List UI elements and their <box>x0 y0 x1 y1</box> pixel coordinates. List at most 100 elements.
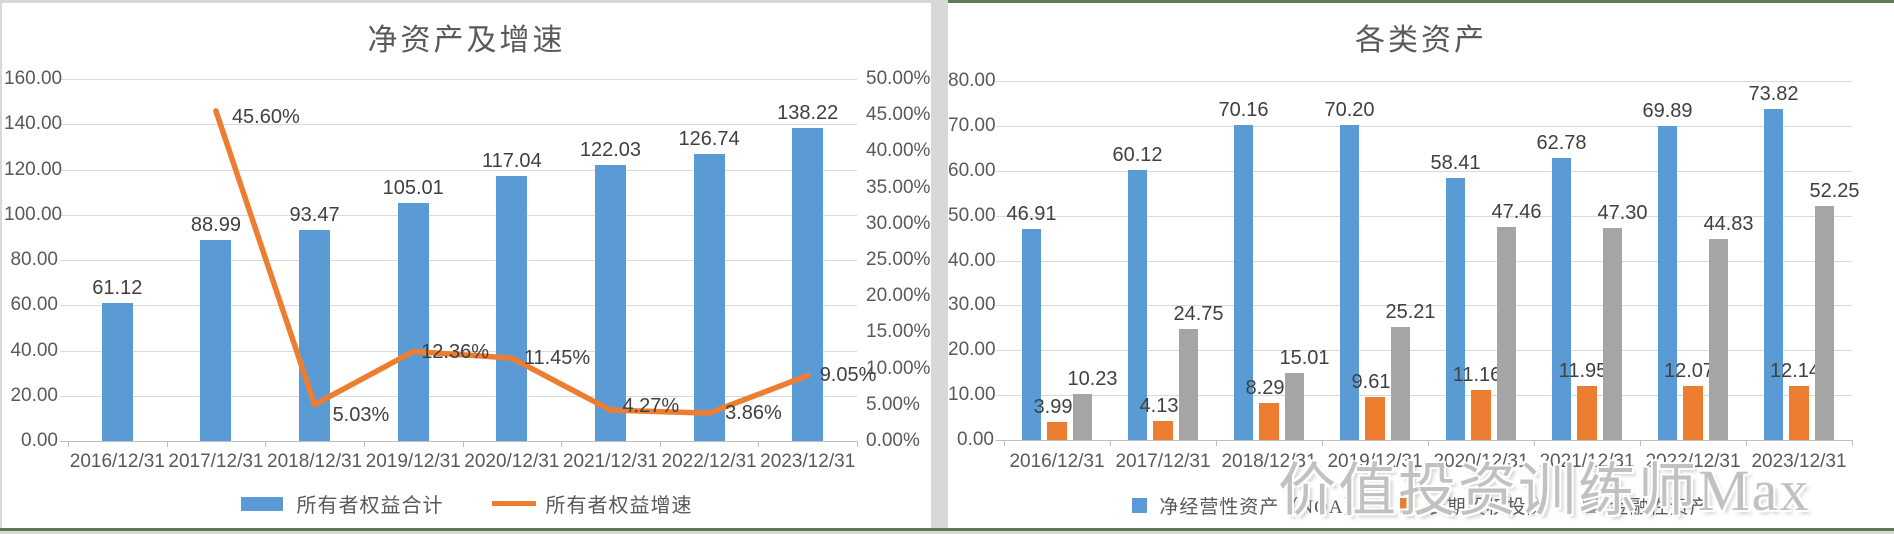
long-term-equity-investment-value-label: 4.13 <box>1139 395 1179 418</box>
left-axis-tick-label: 0.00 <box>21 430 58 451</box>
growth-rate-value-label: 45.60% <box>231 105 300 128</box>
long-term-equity-investment-bar <box>1471 389 1491 440</box>
x-axis-category-label: 2022/12/31 <box>661 451 757 472</box>
x-axis-category-label: 2016/12/31 <box>69 451 165 472</box>
x-axis-category-label: 2019/12/31 <box>365 451 461 472</box>
x-axis-category-label: 2018/12/31 <box>267 451 363 472</box>
financial-assets-value-label: 25.21 <box>1385 300 1436 323</box>
gridline <box>60 395 857 397</box>
asset-types-chart-title: 各类资产 <box>1355 24 1487 57</box>
gridline <box>996 395 1852 397</box>
x-axis-category-label: 2023/12/31 <box>1751 451 1847 472</box>
gridline <box>60 350 857 352</box>
financial-assets-bar <box>1072 394 1093 440</box>
owner-equity-value-label: 88.99 <box>190 213 241 236</box>
net-assets-chart-title: 净资产及增速 <box>367 24 566 57</box>
x-axis-category-label: 2020/12/31 <box>464 451 560 472</box>
left-axis-tick-label: 0.00 <box>957 429 994 450</box>
net-assets-chart-panel: 净资产及增速 160.00 140.00 120.00 100.00 80.00 60.0… <box>2 3 931 528</box>
x-axis-tick-mark <box>68 441 69 447</box>
x-axis-tick-mark <box>363 441 365 447</box>
legend-item-noa: 净经营性资产（NOA） <box>1132 492 1363 519</box>
long-term-equity-investment-bar <box>1047 422 1067 440</box>
left-axis-tick-label: 50.00 <box>948 204 996 226</box>
bar-series-legend-marker <box>1582 498 1598 513</box>
financial-assets-value-label: 47.46 <box>1491 201 1542 224</box>
left-axis-tick-label: 70.00 <box>948 114 996 136</box>
noa-bar <box>1339 124 1360 440</box>
noa-value-label: 69.89 <box>1642 100 1693 123</box>
left-axis-tick-label: 60.00 <box>10 294 58 316</box>
owner-equity-value-label: 61.12 <box>92 276 143 299</box>
x-axis-tick-mark <box>1322 440 1323 446</box>
gridline <box>996 170 1852 172</box>
growth-rate-value-label: 9.05% <box>819 364 877 387</box>
long-term-equity-investment-bar <box>1577 386 1597 440</box>
noa-bar <box>1127 170 1148 440</box>
gridline <box>996 350 1852 352</box>
line-series-legend-marker <box>491 501 536 506</box>
gridline <box>996 440 1852 441</box>
noa-bar <box>1021 229 1042 440</box>
financial-assets-bar <box>1814 205 1835 440</box>
bar-series-legend-marker <box>240 496 283 511</box>
growth-rate-value-label: 3.86% <box>725 402 782 425</box>
noa-bar <box>1551 158 1572 440</box>
financial-assets-value-label: 15.01 <box>1279 346 1330 369</box>
x-axis-tick-mark <box>1004 440 1005 446</box>
x-axis-category-label: 2020/12/31 <box>1433 451 1529 472</box>
noa-value-label: 70.16 <box>1218 99 1269 122</box>
noa-value-label: 46.91 <box>1006 203 1057 226</box>
x-axis-tick-mark <box>1746 440 1747 446</box>
noa-bar <box>1657 126 1678 440</box>
growth-rate-value-label: 5.03% <box>332 403 390 426</box>
x-axis-category-label: 2017/12/31 <box>168 451 264 472</box>
legend-item-financial-assets: 金融性资产 <box>1582 492 1710 519</box>
net-assets-chart-legend: 所有者权益合计 所有者权益增速 <box>2 489 931 518</box>
legend-label: 所有者权益合计 <box>296 495 444 517</box>
x-axis-category-label: 2017/12/31 <box>1115 451 1211 472</box>
x-axis-category-label: 2016/12/31 <box>1009 451 1105 472</box>
long-term-equity-investment-value-label: 8.29 <box>1245 376 1285 399</box>
noa-bar <box>1445 177 1466 440</box>
left-axis-tick-label: 10.00 <box>948 384 996 406</box>
legend-label: 长期股权投资 <box>1426 497 1547 518</box>
x-axis-tick-mark <box>1640 440 1641 446</box>
net-assets-chart-plot-area: 160.00 140.00 120.00 100.00 80.00 60.00 40.00 2… <box>2 3 931 528</box>
legend-item-owner-equity-growth: 所有者权益增速 <box>491 489 693 518</box>
owner-equity-value-label: 105.01 <box>382 177 444 200</box>
financial-assets-value-label: 47.30 <box>1597 201 1648 224</box>
gridline <box>60 214 857 216</box>
owner-equity-bar <box>397 203 429 441</box>
financial-assets-bar <box>1496 227 1517 440</box>
gridline <box>60 305 857 307</box>
left-axis-tick-label: 160.00 <box>4 68 63 89</box>
gridline <box>996 260 1852 262</box>
financial-assets-bar <box>1602 227 1623 440</box>
gridline <box>60 260 857 261</box>
right-axis-tick-label: 30.00% <box>866 212 931 234</box>
gridline <box>996 81 1852 82</box>
x-axis-tick-mark <box>265 441 267 447</box>
long-term-equity-investment-value-label: 12.07 <box>1663 359 1715 382</box>
left-axis-tick-label: 140.00 <box>4 113 63 135</box>
legend-item-owner-equity-total: 所有者权益合计 <box>240 489 444 518</box>
noa-value-label: 70.20 <box>1324 98 1375 121</box>
long-term-equity-investment-bar <box>1789 385 1809 440</box>
financial-assets-value-label: 44.83 <box>1703 212 1754 235</box>
noa-value-label: 58.41 <box>1430 151 1481 174</box>
gridline <box>996 215 1852 217</box>
left-axis-tick-label: 100.00 <box>4 203 63 225</box>
legend-item-long-term-equity-investment: 长期股权投资 <box>1399 492 1547 519</box>
left-axis-tick-label: 120.00 <box>4 158 63 180</box>
right-axis-tick-label: 40.00% <box>866 140 931 162</box>
noa-bar <box>1233 125 1254 440</box>
x-axis-category-label: 2019/12/31 <box>1327 451 1423 472</box>
gridline <box>996 125 1852 127</box>
long-term-equity-investment-value-label: 9.61 <box>1351 370 1391 393</box>
owner-equity-bar <box>594 164 626 441</box>
x-axis-category-label: 2021/12/31 <box>1539 451 1635 472</box>
asset-types-chart-panel: 各类资产 80.00 70.00 60.00 50.00 40.00 30.00 20.00… <box>948 0 1894 528</box>
x-axis-category-label: 2018/12/31 <box>1221 451 1317 472</box>
